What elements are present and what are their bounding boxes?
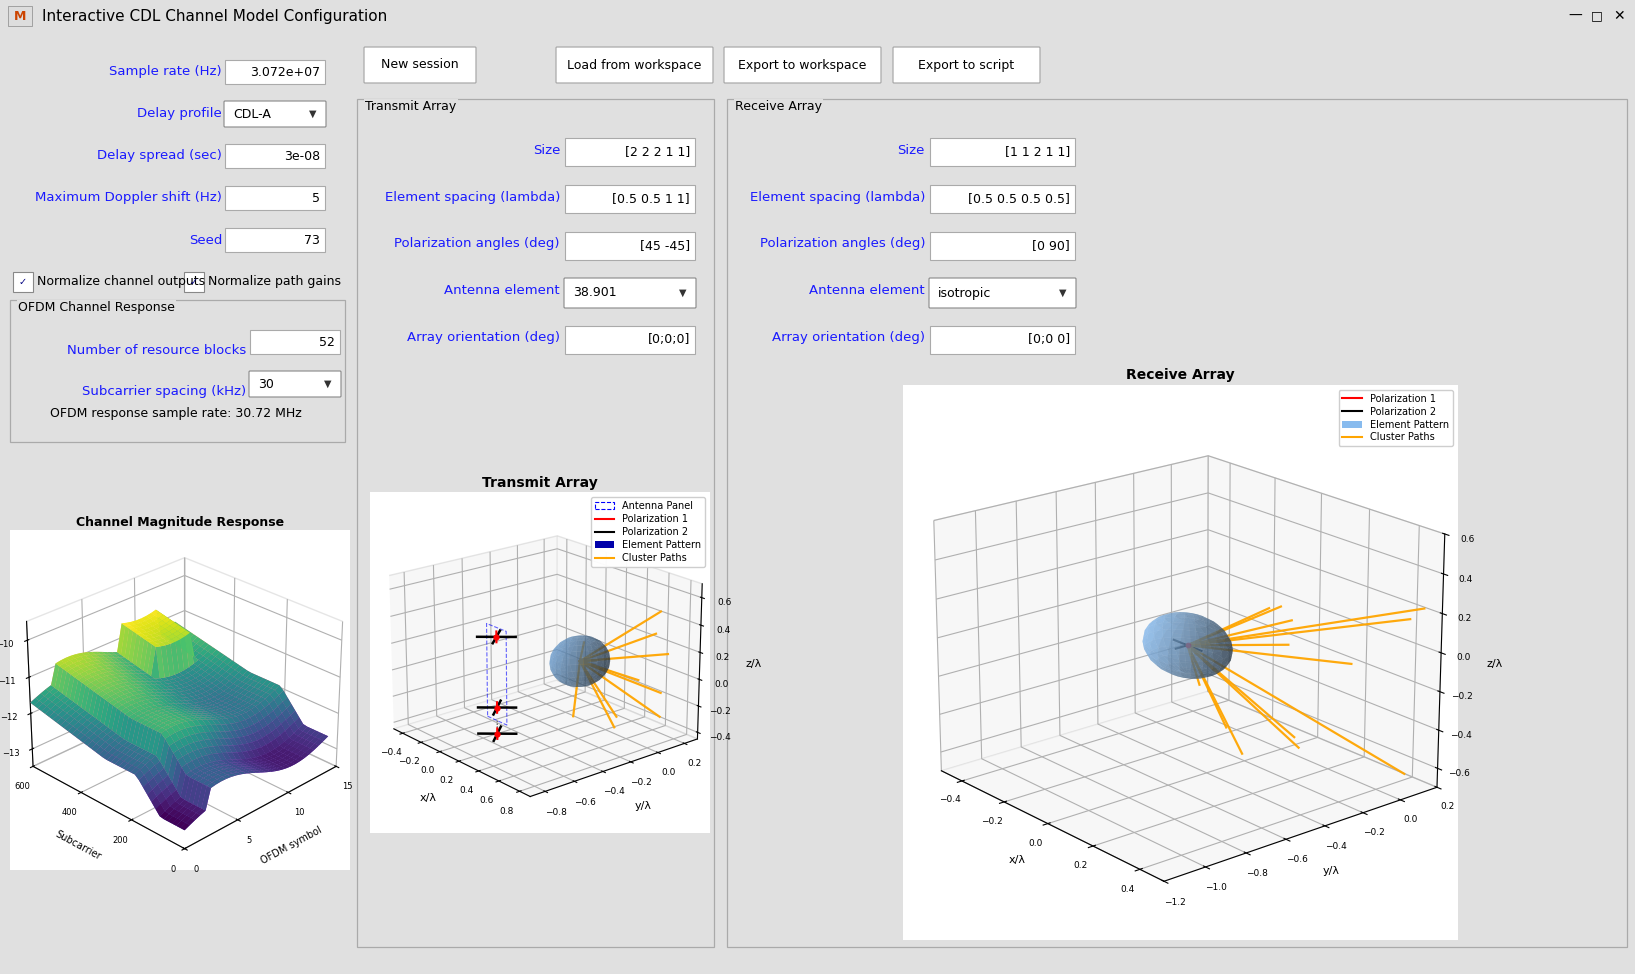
Bar <box>250 330 340 354</box>
Text: [0.5 0.5 1 1]: [0.5 0.5 1 1] <box>613 193 690 206</box>
X-axis label: x/λ: x/λ <box>1009 855 1027 865</box>
Text: Export to workspace: Export to workspace <box>739 58 867 71</box>
Text: Array orientation (deg): Array orientation (deg) <box>407 331 561 345</box>
Text: [45 -45]: [45 -45] <box>639 240 690 252</box>
Text: M: M <box>13 10 26 22</box>
Bar <box>13 272 33 292</box>
Legend: Antenna Panel, Polarization 1, Polarization 2, Element Pattern, Cluster Paths: Antenna Panel, Polarization 1, Polarizat… <box>590 498 705 567</box>
Text: Normalize path gains: Normalize path gains <box>208 276 342 288</box>
Text: Delay profile: Delay profile <box>137 107 222 121</box>
Text: Normalize channel outputs: Normalize channel outputs <box>38 276 204 288</box>
Text: [2 2 2 1 1]: [2 2 2 1 1] <box>625 145 690 159</box>
Text: Polarization angles (deg): Polarization angles (deg) <box>760 238 925 250</box>
FancyBboxPatch shape <box>224 101 325 127</box>
Bar <box>8 6 33 26</box>
Text: Maximum Doppler shift (Hz): Maximum Doppler shift (Hz) <box>34 192 222 205</box>
Text: ✕: ✕ <box>1614 9 1625 23</box>
Text: Array orientation (deg): Array orientation (deg) <box>772 331 925 345</box>
Bar <box>566 326 695 354</box>
Text: ✓: ✓ <box>20 277 28 287</box>
Text: Receive Array: Receive Array <box>736 100 822 113</box>
Text: Number of resource blocks: Number of resource blocks <box>67 344 245 356</box>
Legend: Polarization 1, Polarization 2, Element Pattern, Cluster Paths: Polarization 1, Polarization 2, Element … <box>1339 390 1452 446</box>
Text: [1 1 2 1 1]: [1 1 2 1 1] <box>1006 145 1069 159</box>
Bar <box>226 228 325 252</box>
Text: Size: Size <box>898 143 925 157</box>
Text: ▼: ▼ <box>679 288 687 298</box>
Text: Element spacing (lambda): Element spacing (lambda) <box>749 191 925 204</box>
Text: CDL-A: CDL-A <box>234 107 271 121</box>
Text: ▼: ▼ <box>309 109 317 119</box>
Title: Receive Array: Receive Array <box>1125 368 1234 383</box>
Text: Antenna element: Antenna element <box>445 284 561 297</box>
Text: 38.901: 38.901 <box>572 286 616 299</box>
Bar <box>566 138 695 166</box>
Text: Interactive CDL Channel Model Configuration: Interactive CDL Channel Model Configurat… <box>43 9 387 23</box>
Text: 3e-08: 3e-08 <box>284 149 320 163</box>
Bar <box>930 326 1074 354</box>
Text: [0.5 0.5 0.5 0.5]: [0.5 0.5 0.5 0.5] <box>968 193 1069 206</box>
Text: Size: Size <box>533 143 561 157</box>
Bar <box>226 60 325 84</box>
FancyBboxPatch shape <box>249 371 342 397</box>
Text: Sample rate (Hz): Sample rate (Hz) <box>110 65 222 79</box>
FancyBboxPatch shape <box>365 47 476 83</box>
Bar <box>566 232 695 260</box>
Text: 52: 52 <box>319 335 335 349</box>
X-axis label: x/λ: x/λ <box>420 793 437 803</box>
Text: [0;0 0]: [0;0 0] <box>1028 333 1069 347</box>
Text: ▼: ▼ <box>1059 288 1066 298</box>
Y-axis label: y/λ: y/λ <box>634 801 651 810</box>
Text: 3.072e+07: 3.072e+07 <box>250 65 320 79</box>
Text: Antenna element: Antenna element <box>809 284 925 297</box>
Text: [0;0;0]: [0;0;0] <box>647 333 690 347</box>
Text: New session: New session <box>381 58 459 71</box>
Text: Delay spread (sec): Delay spread (sec) <box>96 149 222 163</box>
Bar <box>10 300 345 442</box>
Text: Polarization angles (deg): Polarization angles (deg) <box>394 238 561 250</box>
FancyBboxPatch shape <box>564 278 697 308</box>
Text: —: — <box>1568 9 1583 23</box>
Text: 30: 30 <box>258 378 275 391</box>
Bar <box>930 138 1074 166</box>
Bar <box>185 272 204 292</box>
Text: ✓: ✓ <box>190 277 198 287</box>
Text: Transmit Array: Transmit Array <box>365 100 456 113</box>
Bar <box>930 185 1074 213</box>
Title: Transmit Array: Transmit Array <box>482 476 598 490</box>
Text: OFDM Channel Response: OFDM Channel Response <box>18 301 175 314</box>
Text: 5: 5 <box>312 192 320 205</box>
Bar <box>930 232 1074 260</box>
Text: 73: 73 <box>304 234 320 246</box>
X-axis label: OFDM symbol: OFDM symbol <box>258 824 324 866</box>
Text: □: □ <box>1591 10 1602 22</box>
Y-axis label: y/λ: y/λ <box>1323 866 1339 877</box>
Text: OFDM response sample rate: 30.72 MHz: OFDM response sample rate: 30.72 MHz <box>51 407 302 421</box>
Text: Subcarrier spacing (kHz): Subcarrier spacing (kHz) <box>82 386 245 398</box>
Y-axis label: Subcarrier: Subcarrier <box>54 829 103 861</box>
FancyBboxPatch shape <box>724 47 881 83</box>
Text: ▼: ▼ <box>324 379 332 389</box>
Text: Load from workspace: Load from workspace <box>567 58 701 71</box>
Bar <box>226 144 325 168</box>
Text: Export to script: Export to script <box>919 58 1015 71</box>
FancyBboxPatch shape <box>556 47 713 83</box>
Text: Seed: Seed <box>188 234 222 246</box>
Bar <box>226 186 325 210</box>
FancyBboxPatch shape <box>929 278 1076 308</box>
Bar <box>566 185 695 213</box>
Text: Element spacing (lambda): Element spacing (lambda) <box>384 191 561 204</box>
Title: Channel Magnitude Response: Channel Magnitude Response <box>75 516 284 529</box>
Bar <box>356 99 714 947</box>
Text: [0 90]: [0 90] <box>1032 240 1069 252</box>
Bar <box>728 99 1627 947</box>
FancyBboxPatch shape <box>893 47 1040 83</box>
Text: isotropic: isotropic <box>938 286 991 299</box>
